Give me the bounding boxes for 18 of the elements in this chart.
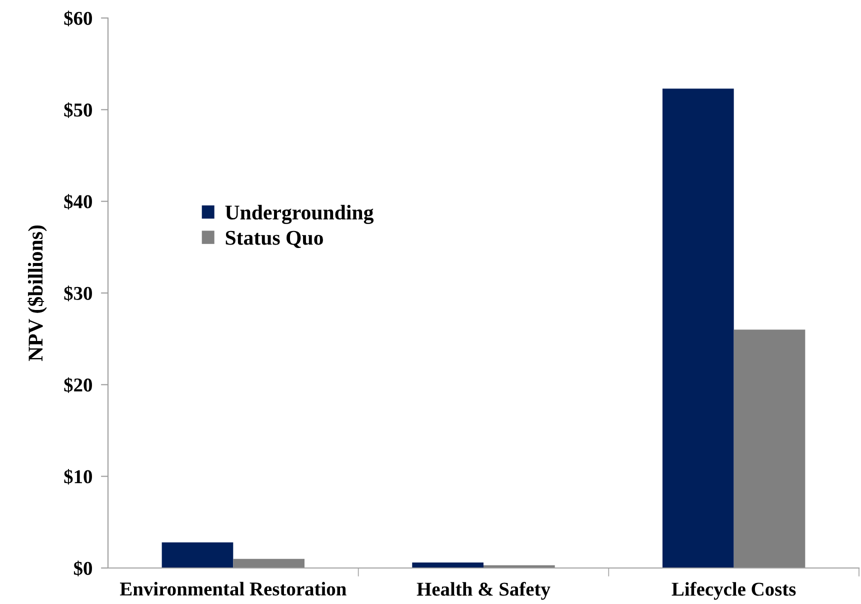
bar: [412, 562, 484, 568]
y-tick-label: $20: [64, 377, 92, 393]
x-tick-label: Lifecycle Costs: [672, 582, 796, 600]
bar: [662, 88, 734, 568]
y-tick-label: $60: [64, 10, 92, 26]
y-tick-label: $40: [64, 194, 92, 210]
legend-label: Undergrounding: [225, 204, 374, 224]
y-tick-label: $30: [64, 286, 92, 302]
x-tick-label: Health & Safety: [416, 582, 550, 600]
x-tick-label: Environmental Restoration: [120, 582, 346, 596]
y-axis-title: NPV ($billions): [27, 226, 47, 361]
y-tick-label: $50: [64, 102, 92, 118]
y-tick-label: $0: [74, 560, 92, 576]
bar: [233, 558, 305, 568]
bar: [734, 330, 806, 568]
y-tick-label: $10: [64, 469, 92, 485]
legend-label: Status Quo: [226, 230, 323, 248]
bar: [162, 542, 234, 568]
